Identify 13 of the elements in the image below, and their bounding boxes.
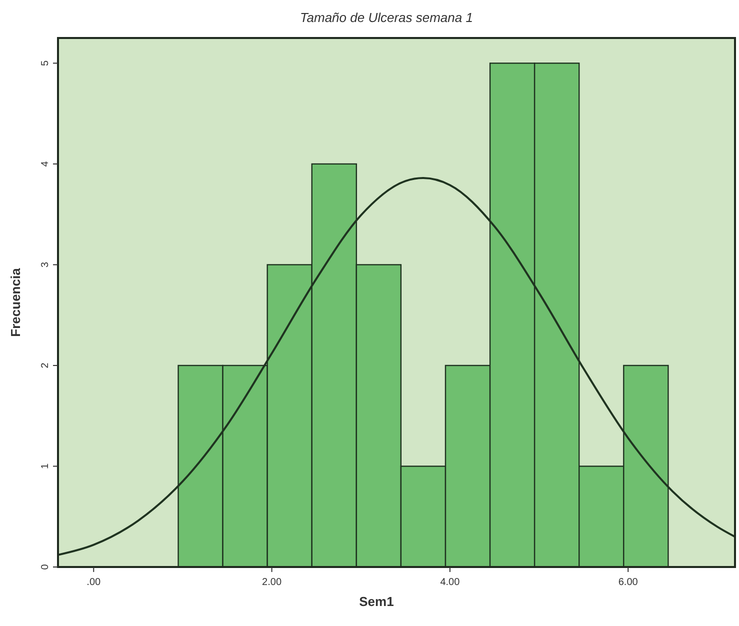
- x-axis-title: Sem1: [359, 594, 394, 609]
- chart-title: Tamaño de Ulceras semana 1: [300, 10, 473, 25]
- y-tick-label: 1: [40, 463, 51, 470]
- y-tick-label: 0: [40, 564, 51, 570]
- y-tick-label: 3: [40, 261, 51, 268]
- y-tick-label: 4: [40, 160, 51, 167]
- x-tick-label: 6.00: [618, 577, 638, 588]
- y-axis-title: Frecuencia: [8, 267, 23, 337]
- y-tick-label: 2: [40, 362, 51, 368]
- x-tick-label: 4.00: [440, 577, 460, 588]
- y-tick-label: 5: [40, 60, 51, 66]
- x-tick-label: .00: [86, 577, 102, 588]
- x-tick-label: 2.00: [262, 577, 282, 588]
